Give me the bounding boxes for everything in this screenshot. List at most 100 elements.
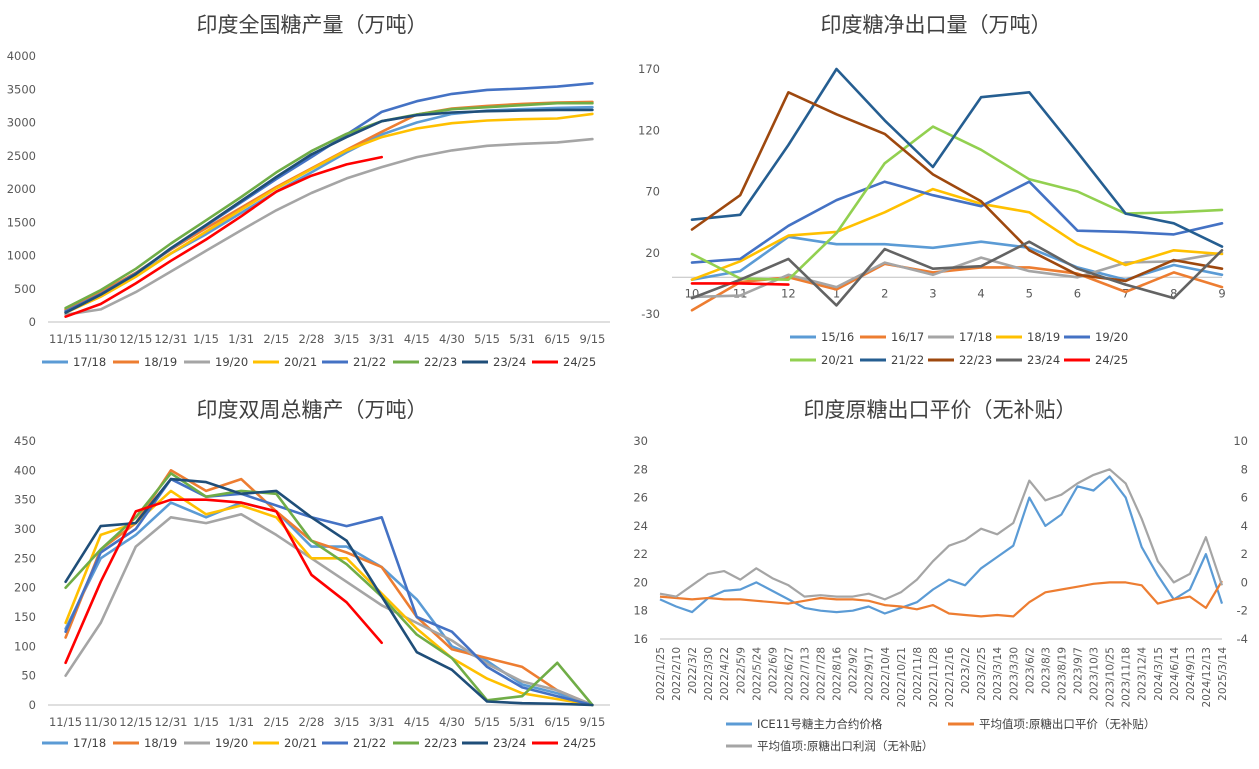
x-tick-label: 2/28: [299, 332, 325, 346]
legend-label: 18/19: [144, 736, 177, 750]
x-tick-label: 5/31: [509, 715, 535, 729]
y-tick-label: 18: [633, 604, 648, 618]
x-tick-label: 2023/11/18: [1121, 647, 1133, 708]
x-tick-label: 4/30: [439, 332, 465, 346]
x-tick-label: 2023/10/3: [1089, 647, 1101, 701]
series-line-ICE11: [659, 475, 1224, 615]
legend-label: 21/22: [353, 355, 386, 369]
legend-label: 19/20: [215, 355, 248, 369]
x-tick-label: 11/30: [84, 715, 117, 729]
legend-label: 17/18: [73, 355, 106, 369]
y-tick-label: 0: [29, 315, 36, 329]
legend-item-24-25: 24/25: [1064, 353, 1128, 367]
x-tick-label: 2022/10/4: [880, 647, 892, 701]
x-tick-label: 2024/9/13: [1185, 647, 1197, 701]
legend-item-: 平均值项:原糖出口平价（无补贴）: [948, 717, 1155, 731]
y-tick-label: 200: [14, 581, 36, 595]
y-tick-label: 2500: [7, 149, 36, 163]
legend-label: 18/19: [1027, 330, 1060, 344]
y-tick-label: 2000: [7, 182, 36, 196]
x-tick-label: 2024/12/13: [1201, 647, 1213, 708]
x-tick-label: 1/31: [228, 332, 254, 346]
series-line-24-25: [64, 498, 383, 665]
legend-item-18-19: 18/19: [996, 330, 1060, 344]
production-chart: 印度全国糖产量（万吨） 0 500 1000 1500 2000 2500 3000 3500…: [7, 13, 610, 369]
legend-item-23-24: 23/24: [462, 736, 526, 750]
y-tick-label: 20: [633, 575, 648, 589]
y-tick-label: 400: [14, 463, 36, 477]
x-tick-label: 2022/8/16: [832, 647, 844, 701]
legend-label: 23/24: [493, 355, 526, 369]
production-y-axis: 0 500 1000 1500 2000 2500 3000 3500 4000: [7, 49, 36, 329]
y-tick-label: 70: [645, 185, 660, 199]
biweekly-plot: [64, 469, 594, 707]
x-tick-label: 3/15: [334, 715, 360, 729]
x-tick-label: 1/15: [193, 332, 219, 346]
y-tick-label: 1500: [7, 215, 36, 229]
x-tick-label: 2/15: [263, 332, 289, 346]
y-tick-label: 20: [645, 246, 660, 260]
x-tick-label: 3/31: [369, 715, 395, 729]
legend-item-22-23: 22/23: [393, 355, 457, 369]
legend-item-19-20: 19/20: [184, 355, 248, 369]
y-tick-label: 100: [14, 639, 36, 653]
legend-item-20-21: 20/21: [253, 355, 317, 369]
y-right-tick-label: 8: [1241, 462, 1248, 476]
net-export-plot: [690, 67, 1224, 312]
y-tick-label: 350: [14, 493, 36, 507]
x-tick-label: 2022/3/2: [687, 647, 699, 694]
biweekly-y-axis: 0 50 100 150 200 250 300 350 400 450: [14, 434, 36, 712]
legend-item-21-22: 21/22: [860, 353, 924, 367]
x-tick-label: 2022/7/13: [800, 647, 812, 701]
x-tick-label: 2024/6/14: [1169, 647, 1181, 701]
legend-item-21-22: 21/22: [322, 355, 386, 369]
legend-label: 22/23: [424, 355, 457, 369]
production-title: 印度全国糖产量（万吨）: [197, 13, 428, 37]
x-tick-label: 2023/2/2: [960, 647, 972, 694]
y-tick-label: 120: [638, 123, 660, 137]
legend-label: 23/24: [1027, 353, 1060, 367]
x-tick-label: 1/15: [193, 715, 219, 729]
legend-label: ICE11号糖主力合约价格: [757, 717, 883, 731]
x-tick-label: 2: [881, 286, 888, 300]
y-tick-label: 22: [633, 547, 648, 561]
series-line-22-23: [64, 101, 594, 310]
y-tick-label: 500: [14, 282, 36, 296]
y-right-tick-label: 10: [1233, 434, 1248, 448]
legend-item-22-23: 22/23: [393, 736, 457, 750]
legend-item-23-24: 23/24: [996, 353, 1060, 367]
legend-label: 17/18: [959, 330, 992, 344]
x-tick-label: 2022/1/25: [655, 647, 667, 701]
series-line-20-21: [690, 125, 1224, 281]
legend-label: 20/21: [284, 736, 317, 750]
legend-item-24-25: 24/25: [532, 355, 596, 369]
x-tick-label: 2022/11/8: [912, 647, 924, 701]
y-right-tick-label: -4: [1237, 632, 1248, 646]
x-tick-label: 11/15: [49, 715, 82, 729]
x-tick-label: 2022/10/21: [896, 647, 908, 708]
raw-export-price-chart: 印度原糖出口平价（无补贴） 1618202224262830-4-2024681…: [633, 398, 1248, 753]
x-tick-label: 9/15: [580, 715, 606, 729]
x-tick-label: 2023/10/25: [1105, 647, 1117, 708]
biweekly-chart: 印度双周总糖产（万吨） 050100150200250300350400450 …: [14, 398, 610, 750]
x-tick-label: 7: [1122, 286, 1129, 300]
series-line-19-20: [64, 513, 594, 707]
y-tick-label: -30: [641, 307, 660, 321]
legend-label: 23/24: [493, 736, 526, 750]
y-tick-label: 150: [14, 610, 36, 624]
legend-item-19-20: 19/20: [184, 736, 248, 750]
x-tick-label: 2023/8/19: [1056, 647, 1068, 701]
x-tick-label: 1: [833, 286, 840, 300]
x-tick-label: 2024/3/15: [1153, 647, 1165, 701]
legend-label: 平均值项:原糖出口利润（无补贴）: [757, 739, 933, 753]
x-tick-label: 6/15: [544, 715, 570, 729]
x-tick-label: 2022/9/2: [848, 647, 860, 694]
legend-item-17-18: 17/18: [42, 355, 106, 369]
series-line-23-24: [64, 477, 594, 707]
series-line-22-23: [690, 91, 1224, 283]
y-tick-label: 170: [638, 62, 660, 76]
legend-item-ICE11: ICE11号糖主力合约价格: [726, 717, 883, 731]
raw-export-price-plot: [659, 468, 1224, 618]
